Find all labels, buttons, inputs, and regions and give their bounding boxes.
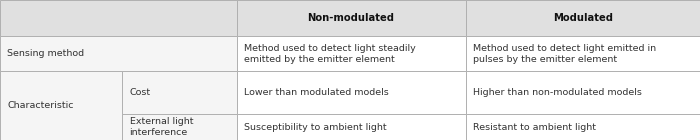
Bar xyxy=(466,36,700,71)
Text: External light
interference: External light interference xyxy=(130,117,193,137)
Text: Resistant to ambient light: Resistant to ambient light xyxy=(473,122,596,132)
Bar xyxy=(237,0,466,36)
Text: Modulated: Modulated xyxy=(553,13,612,23)
Bar xyxy=(237,36,466,71)
Bar xyxy=(466,71,700,114)
Bar xyxy=(237,114,466,140)
Bar xyxy=(122,71,237,114)
Text: Method used to detect light steadily
emitted by the emitter element: Method used to detect light steadily emi… xyxy=(244,44,415,64)
Text: Sensing method: Sensing method xyxy=(7,49,84,58)
Text: Method used to detect light emitted in
pulses by the emitter element: Method used to detect light emitted in p… xyxy=(473,44,656,64)
Bar xyxy=(237,71,466,114)
Text: Cost: Cost xyxy=(130,88,150,97)
Text: Lower than modulated models: Lower than modulated models xyxy=(244,88,389,97)
Bar xyxy=(0,36,237,71)
Text: Characteristic: Characteristic xyxy=(7,101,74,110)
Bar xyxy=(122,114,237,140)
Bar xyxy=(0,71,122,140)
Bar xyxy=(466,0,700,36)
Bar xyxy=(0,0,237,36)
Text: Non-modulated: Non-modulated xyxy=(307,13,395,23)
Text: Susceptibility to ambient light: Susceptibility to ambient light xyxy=(244,122,386,132)
Bar xyxy=(466,114,700,140)
Text: Higher than non-modulated models: Higher than non-modulated models xyxy=(473,88,641,97)
